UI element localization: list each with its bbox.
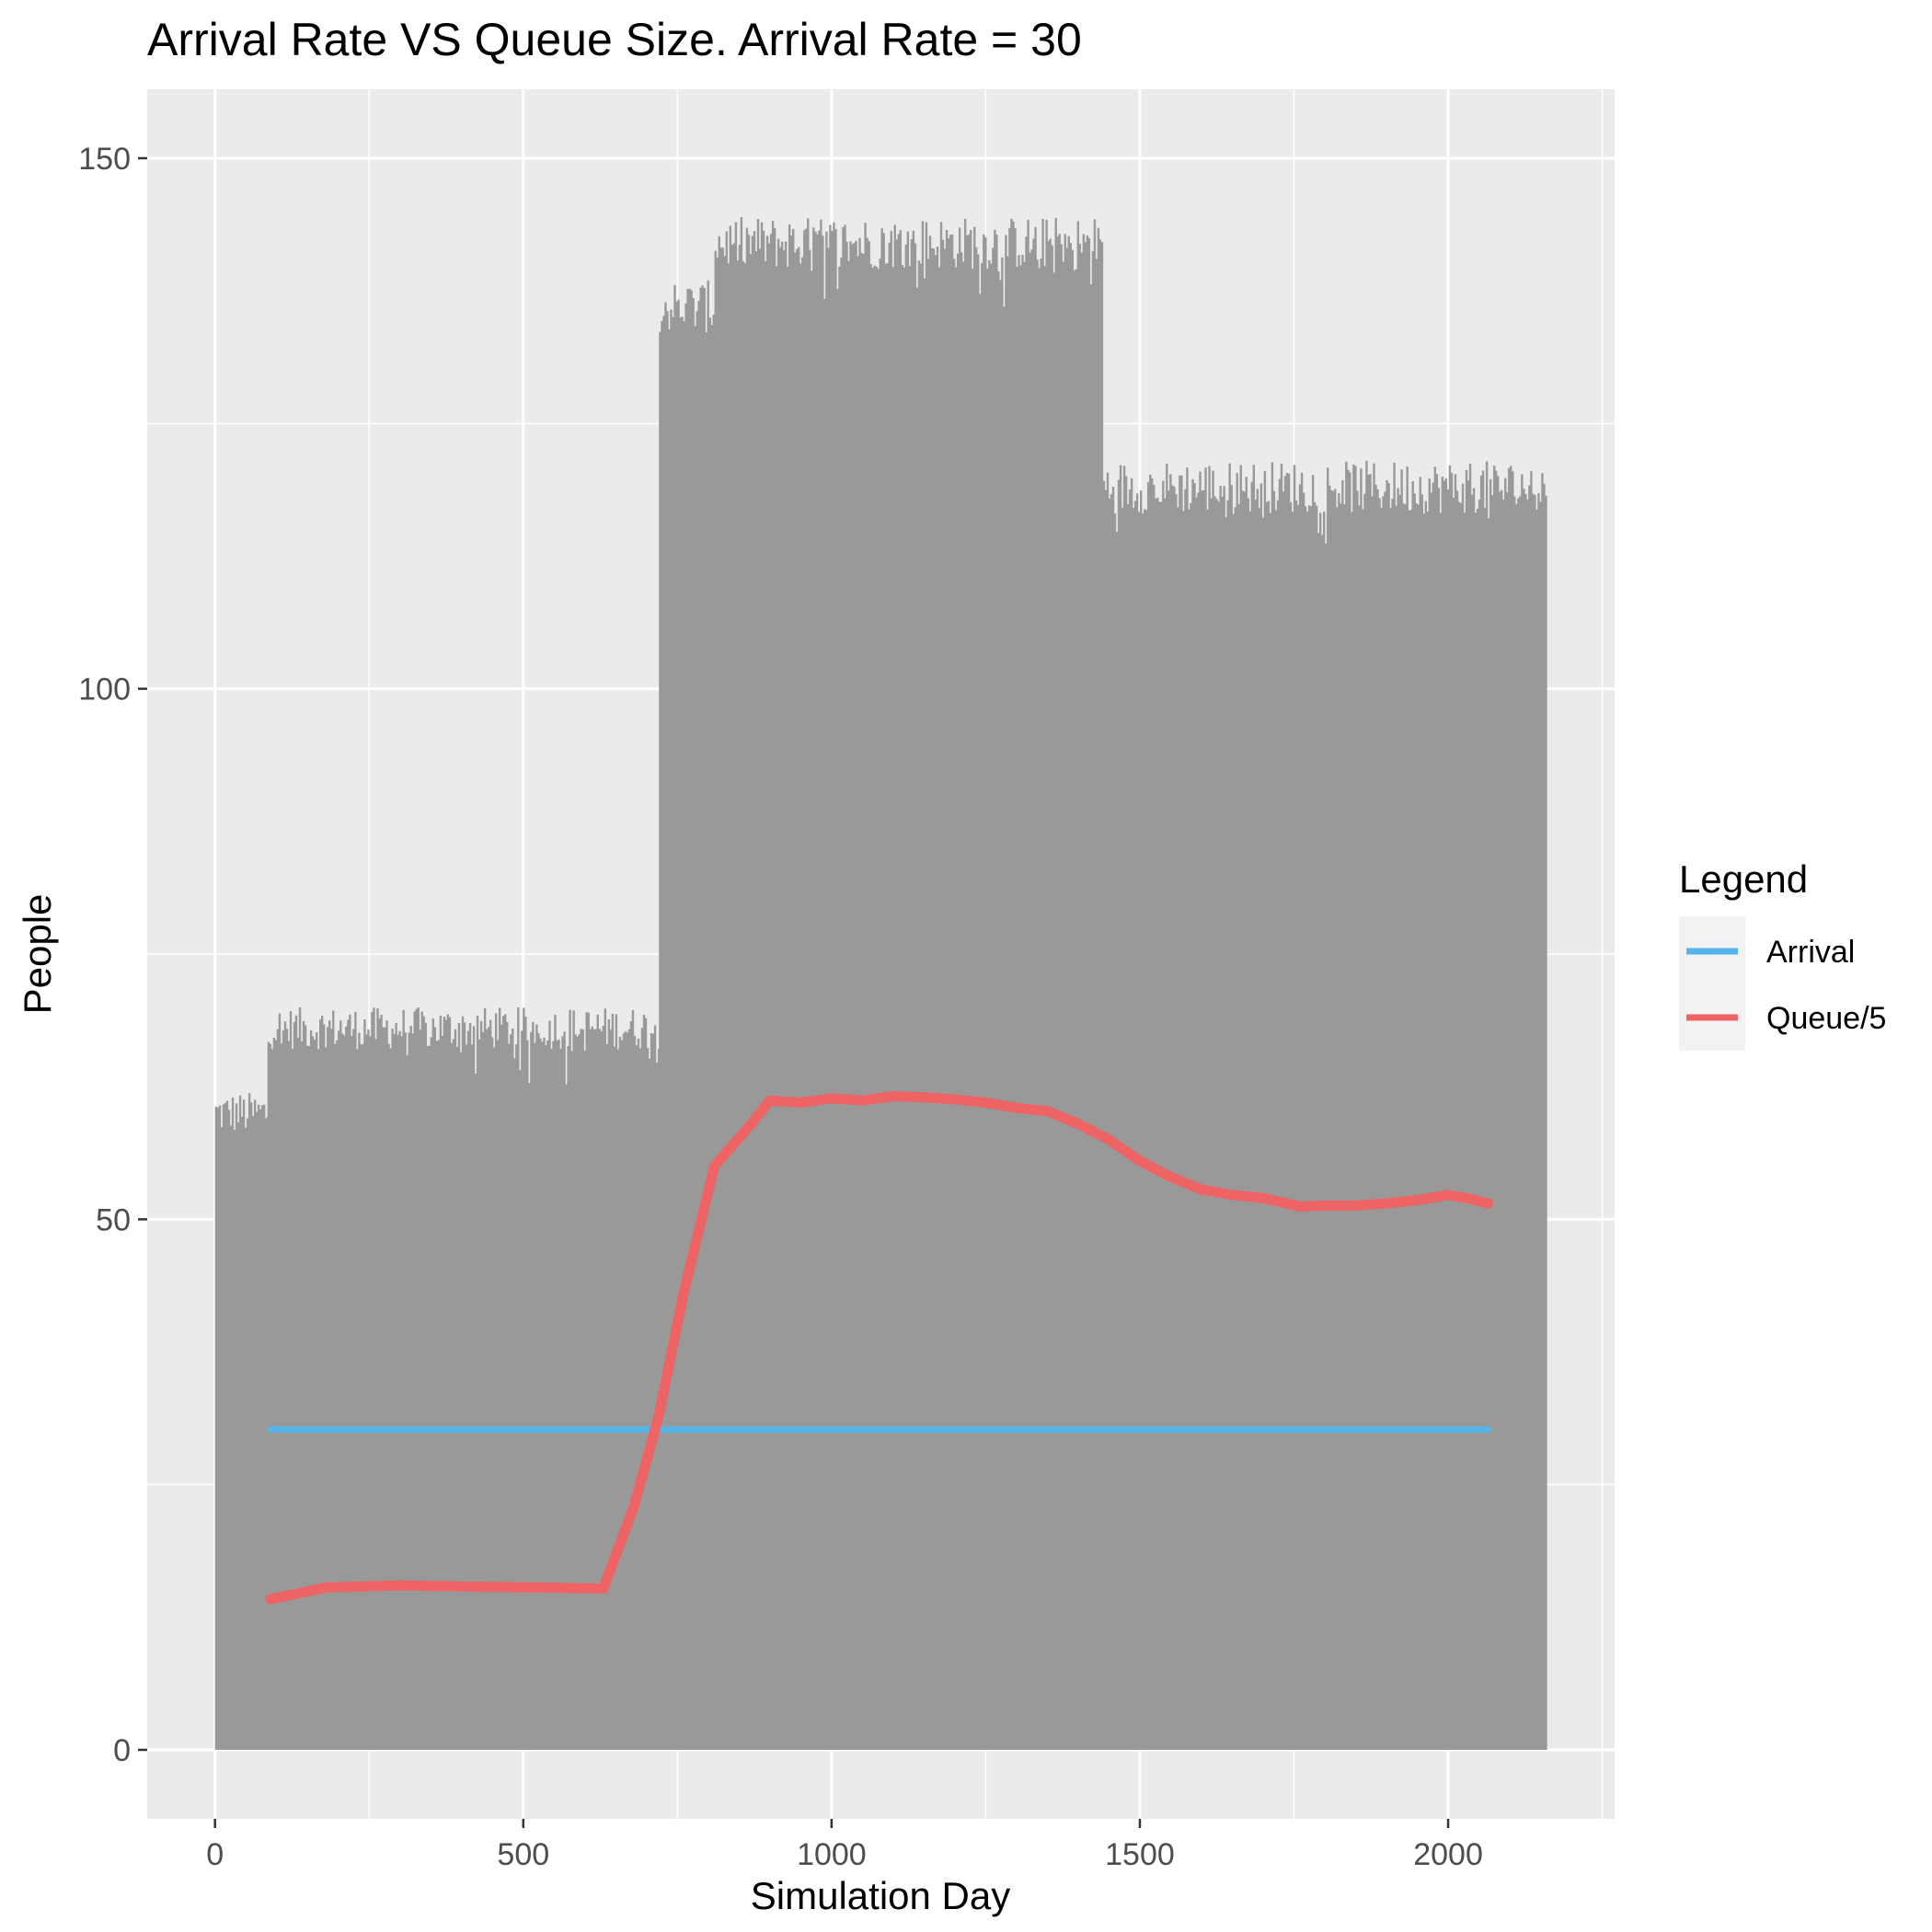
axis-ticks <box>138 156 1450 1828</box>
legend-items: Arrival Queue/5 <box>1686 935 1886 1036</box>
y-tick-labels: 0 50 100 150 <box>78 142 131 1768</box>
x-tick-label: 2000 <box>1413 1837 1483 1872</box>
legend-label-arrival: Arrival <box>1766 935 1855 970</box>
x-tick-label: 0 <box>206 1837 224 1872</box>
chart-title: Arrival Rate VS Queue Size. Arrival Rate… <box>147 14 1082 65</box>
y-tick-label: 150 <box>78 142 131 177</box>
y-tick-label: 0 <box>113 1733 131 1768</box>
x-tick-label: 500 <box>497 1837 549 1872</box>
queue-bar-area <box>214 217 1547 1751</box>
legend-title: Legend <box>1679 857 1808 901</box>
series-line-queue-5 <box>265 1091 1494 1604</box>
x-tick-label: 1500 <box>1105 1837 1175 1872</box>
y-tick-label: 100 <box>78 673 131 707</box>
legend: Legend Arrival Queue/5 <box>1679 857 1886 1051</box>
y-tick-label: 50 <box>96 1202 131 1237</box>
legend-label-queue-5: Queue/5 <box>1766 1001 1886 1036</box>
legend-key-background <box>1679 916 1745 1051</box>
x-tick-labels: 0 500 1000 1500 2000 <box>206 1837 1483 1872</box>
queue-bars <box>214 217 1547 1751</box>
y-axis-title: People <box>16 894 59 1015</box>
series-lines <box>265 1091 1494 1604</box>
x-axis-title: Simulation Day <box>751 1874 1010 1917</box>
x-tick-label: 1000 <box>797 1837 867 1872</box>
